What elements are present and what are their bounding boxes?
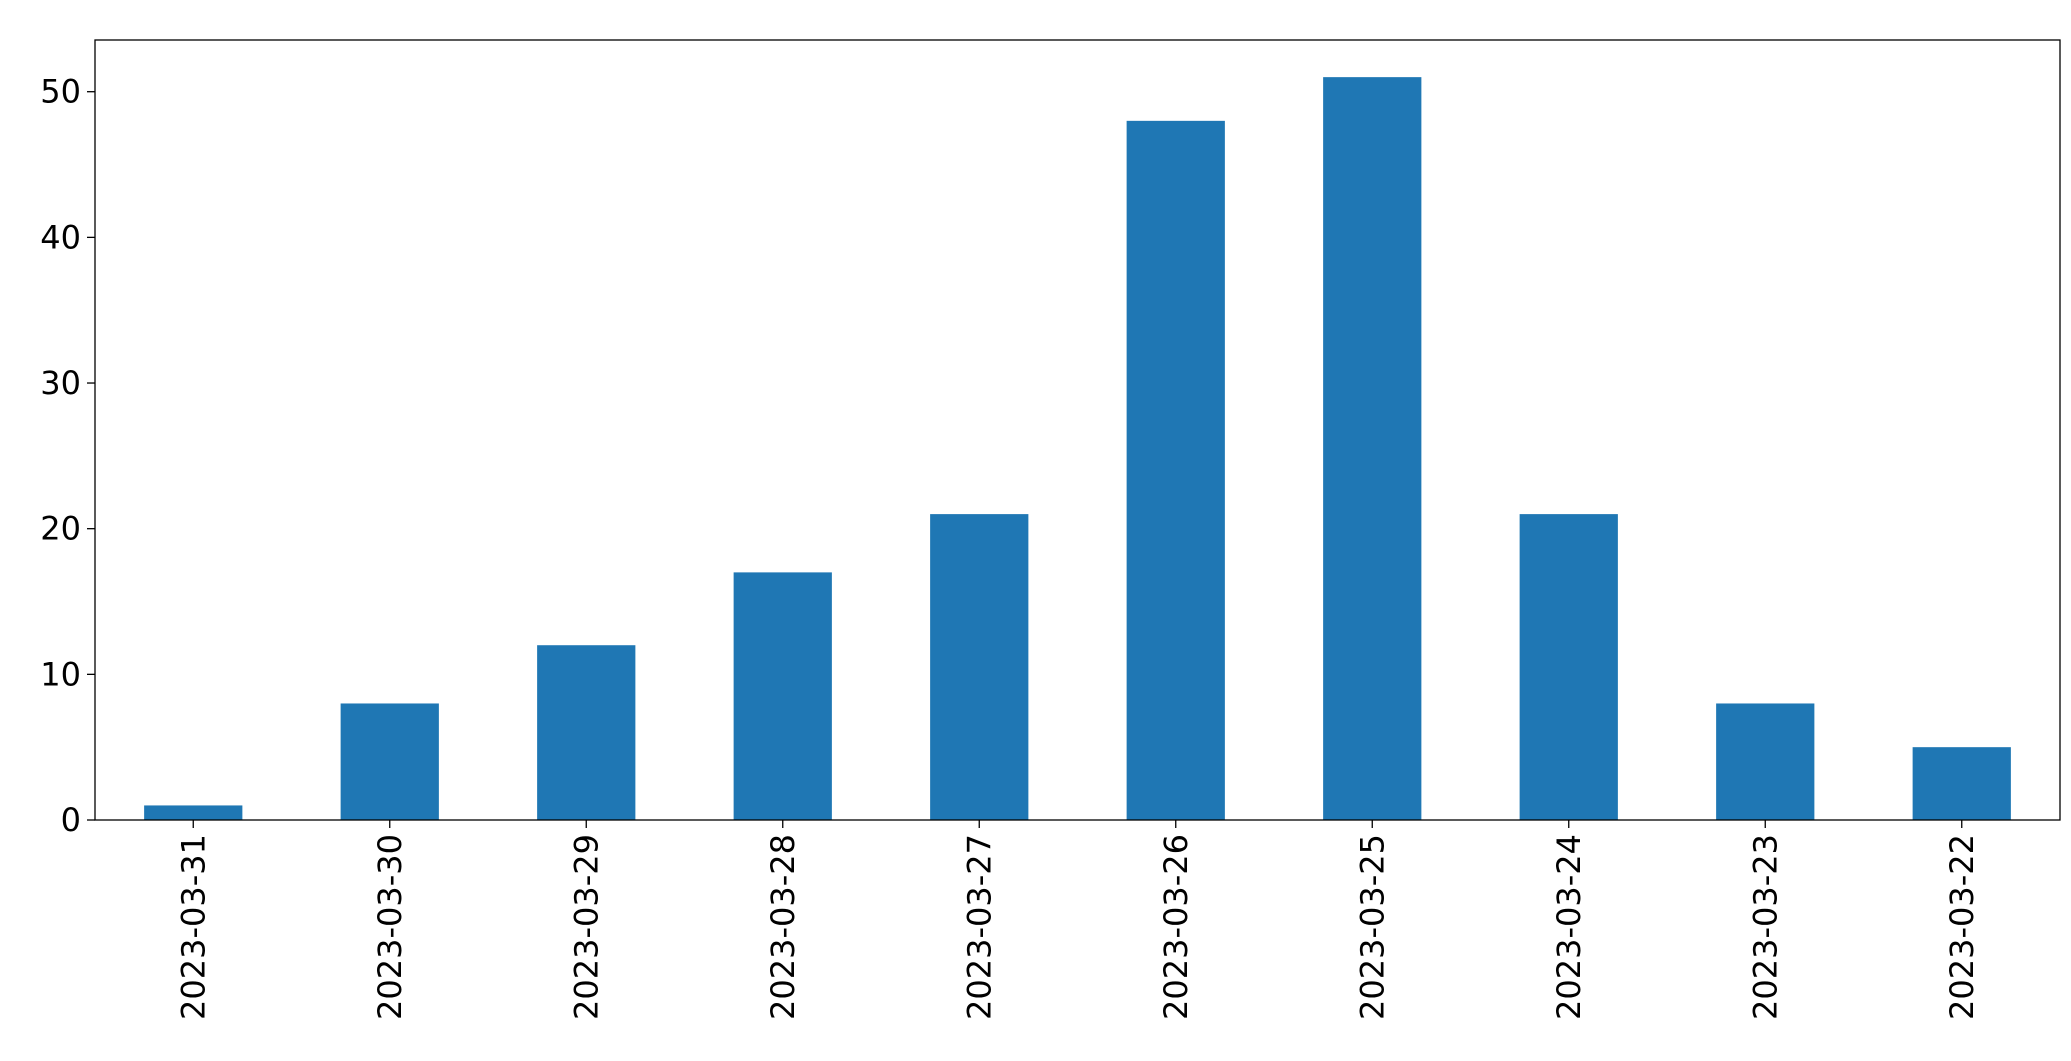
x-tick-label: 2023-03-30: [371, 834, 409, 1020]
y-tick-label: 40: [40, 218, 81, 256]
plot-frame: [94, 39, 2061, 821]
bar: [1323, 77, 1422, 820]
x-tick-label: 2023-03-28: [764, 834, 802, 1020]
bar: [1126, 120, 1225, 821]
y-tick-label: 50: [40, 73, 81, 111]
bar: [733, 572, 832, 820]
bar: [1519, 514, 1618, 820]
y-tick-label: 0: [61, 801, 81, 839]
bar: [930, 514, 1029, 820]
x-tick-label: 2023-03-25: [1353, 834, 1391, 1020]
bar: [1912, 747, 2011, 820]
x-tick-label: 2023-03-22: [1943, 834, 1981, 1020]
x-tick-label: 2023-03-31: [174, 834, 212, 1020]
x-tick-label: 2023-03-29: [567, 834, 605, 1020]
x-tick-label: 2023-03-23: [1746, 834, 1784, 1020]
bar: [1716, 703, 1815, 820]
y-tick-label: 20: [40, 510, 81, 548]
y-tick-label: 10: [40, 655, 81, 693]
x-tick-label: 2023-03-27: [960, 834, 998, 1020]
bar: [537, 645, 636, 820]
x-tick-label: 2023-03-26: [1157, 834, 1195, 1020]
bar: [144, 805, 243, 820]
x-tick-label: 2023-03-24: [1550, 834, 1588, 1020]
y-tick-label: 30: [40, 364, 81, 402]
bar: [340, 703, 439, 820]
